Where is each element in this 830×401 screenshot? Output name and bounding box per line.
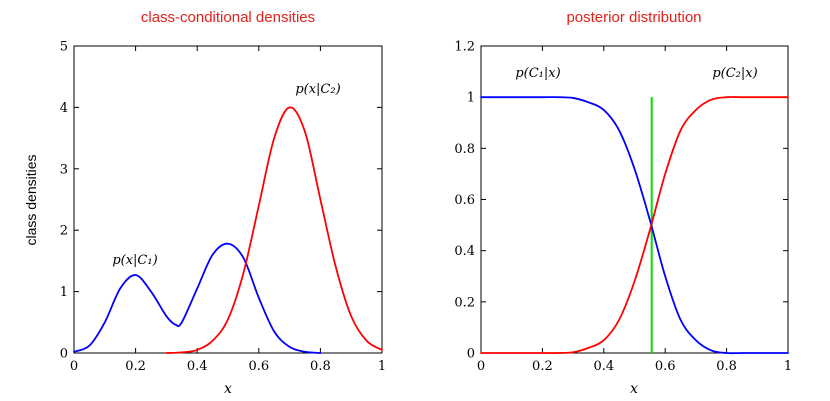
right-ytick-label: 1 bbox=[467, 91, 475, 106]
right-ytick-label: 0.2 bbox=[454, 295, 475, 310]
left-xtick-label: 0.6 bbox=[248, 359, 269, 374]
left-chart-frame bbox=[73, 45, 383, 354]
right-chart-lines bbox=[480, 96, 789, 355]
left-series-line-2 bbox=[165, 106, 383, 354]
right-xtick-label: 0.8 bbox=[716, 359, 737, 374]
right-ytick-label: 1.2 bbox=[454, 40, 475, 55]
left-chart: class-conditional densities 0 0.2 0.4 0.6 0.… bbox=[23, 9, 386, 397]
left-xtick-label: 0.4 bbox=[187, 359, 208, 374]
left-chart-xlabel: x bbox=[224, 381, 232, 397]
right-ytick-label: 0.6 bbox=[454, 193, 475, 208]
left-xtick-label: 0.2 bbox=[125, 359, 146, 374]
right-xtick-label: 0.6 bbox=[655, 359, 676, 374]
left-ytick-label: 3 bbox=[60, 162, 68, 177]
right-annotation-c2: p(C₂|x) bbox=[712, 66, 757, 81]
left-chart-ticks: 0 0.2 0.4 0.6 0.8 1 0 1 2 3 4 5 bbox=[60, 40, 386, 375]
right-chart-xlabel: x bbox=[630, 381, 638, 397]
right-xtick-label: 1 bbox=[784, 359, 792, 374]
left-series-line-1 bbox=[73, 242, 322, 354]
left-ytick-label: 1 bbox=[60, 285, 68, 300]
left-ytick-label: 0 bbox=[60, 347, 68, 362]
right-annotation-c1: p(C₁|x) bbox=[515, 66, 560, 81]
left-xtick-label: 0.8 bbox=[310, 359, 331, 374]
right-chart-title: posterior distribution bbox=[566, 9, 701, 26]
left-ytick-label: 5 bbox=[60, 40, 68, 55]
left-ytick-label: 2 bbox=[60, 224, 68, 239]
right-ytick-label: 0.4 bbox=[454, 244, 475, 259]
left-chart-lines bbox=[73, 106, 383, 354]
right-series-line-2 bbox=[480, 96, 789, 354]
right-ytick-label: 0.8 bbox=[454, 142, 475, 157]
left-chart-ylabel: class densities bbox=[23, 154, 39, 245]
right-series-line-1 bbox=[480, 96, 789, 355]
left-annotation-c2: p(x|C₂) bbox=[295, 82, 340, 97]
right-chart: posterior distribution 0 0.2 0.4 0.6 0.8 1 0 0.… bbox=[454, 9, 792, 397]
right-chart-ticks: 0 0.2 0.4 0.6 0.8 1 0 0.2 0.4 0.6 0.8 1 1.2 bbox=[454, 40, 792, 375]
right-xtick-label: 0.2 bbox=[532, 359, 553, 374]
left-ytick-label: 4 bbox=[60, 101, 68, 116]
right-xtick-label: 0 bbox=[477, 359, 485, 374]
left-annotation-c1: p(x|C₁) bbox=[112, 253, 157, 268]
left-xtick-label: 1 bbox=[378, 359, 386, 374]
left-chart-title: class-conditional densities bbox=[141, 9, 315, 26]
right-ytick-label: 0 bbox=[467, 347, 475, 362]
right-xtick-label: 0.4 bbox=[593, 359, 614, 374]
left-xtick-label: 0 bbox=[70, 359, 78, 374]
right-chart-frame bbox=[480, 45, 789, 354]
